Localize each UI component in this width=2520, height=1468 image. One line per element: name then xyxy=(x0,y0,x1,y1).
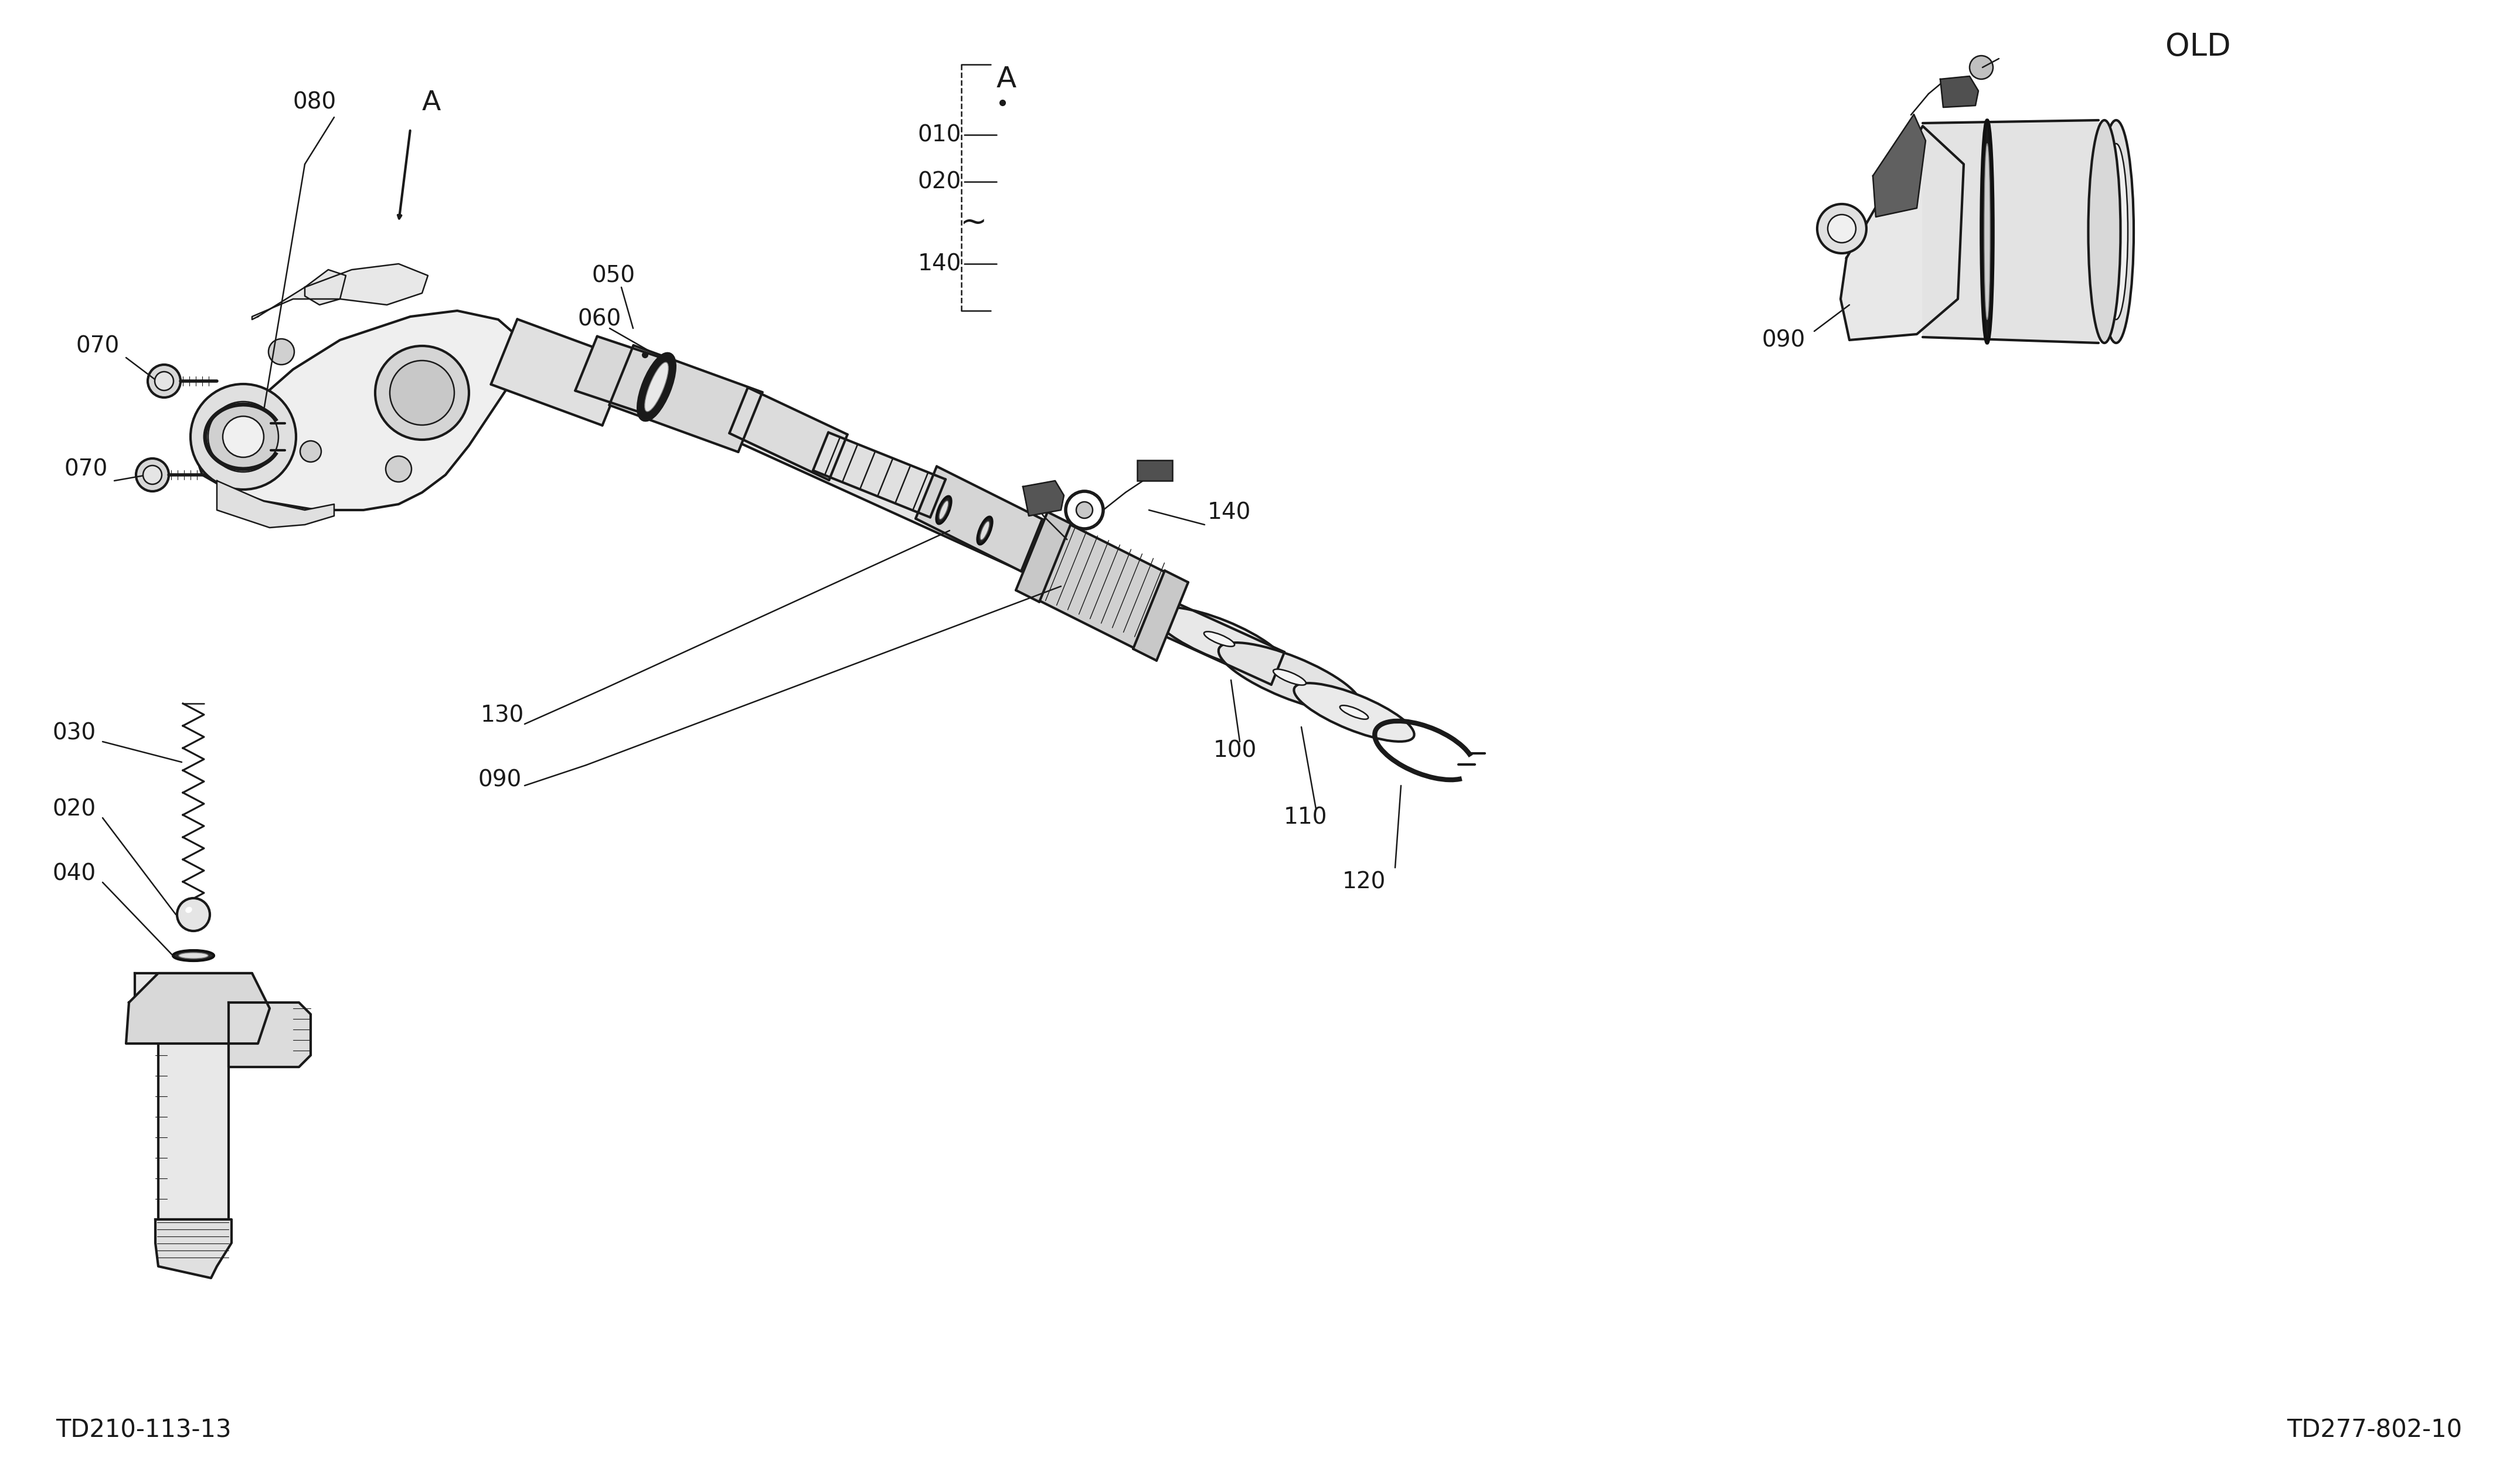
Ellipse shape xyxy=(1273,669,1305,686)
Text: 100: 100 xyxy=(1215,740,1257,762)
Circle shape xyxy=(1817,204,1867,254)
Circle shape xyxy=(1827,214,1855,242)
Ellipse shape xyxy=(179,953,209,959)
Ellipse shape xyxy=(978,517,993,545)
Circle shape xyxy=(300,440,320,462)
Polygon shape xyxy=(156,1220,232,1279)
Polygon shape xyxy=(1940,76,1978,107)
Ellipse shape xyxy=(645,363,668,411)
Circle shape xyxy=(209,402,277,471)
Circle shape xyxy=(154,371,174,390)
Polygon shape xyxy=(305,270,345,305)
Polygon shape xyxy=(199,311,522,509)
Circle shape xyxy=(136,458,169,492)
Text: 040: 040 xyxy=(53,862,96,885)
Text: 010: 010 xyxy=(917,123,960,145)
Polygon shape xyxy=(728,388,847,480)
Text: A: A xyxy=(995,65,1016,92)
Circle shape xyxy=(176,898,209,931)
Text: 130: 130 xyxy=(481,705,524,727)
Polygon shape xyxy=(229,1003,310,1067)
Circle shape xyxy=(386,457,411,482)
Ellipse shape xyxy=(186,907,192,913)
Ellipse shape xyxy=(1220,643,1361,712)
Polygon shape xyxy=(575,336,668,414)
Polygon shape xyxy=(1134,571,1187,661)
Ellipse shape xyxy=(1981,120,1993,344)
Bar xyxy=(1137,459,1172,480)
Ellipse shape xyxy=(174,950,214,962)
Polygon shape xyxy=(1028,518,1177,653)
Text: 120: 120 xyxy=(1343,871,1386,894)
Text: TD277-802-10: TD277-802-10 xyxy=(2286,1418,2462,1443)
Circle shape xyxy=(391,361,454,426)
Polygon shape xyxy=(252,264,428,320)
Text: 140: 140 xyxy=(917,252,960,275)
Text: A: A xyxy=(421,90,441,116)
Ellipse shape xyxy=(1341,706,1368,719)
Ellipse shape xyxy=(640,355,673,418)
Ellipse shape xyxy=(980,521,990,540)
Text: TD210-113-13: TD210-113-13 xyxy=(55,1418,232,1443)
Polygon shape xyxy=(1016,512,1071,602)
Ellipse shape xyxy=(1205,631,1235,646)
Polygon shape xyxy=(814,433,945,517)
Text: OLD: OLD xyxy=(2165,32,2230,62)
Polygon shape xyxy=(610,345,764,452)
Ellipse shape xyxy=(1154,608,1285,671)
Text: 070: 070 xyxy=(76,335,121,357)
Polygon shape xyxy=(1023,480,1063,515)
Polygon shape xyxy=(1872,115,1925,217)
Polygon shape xyxy=(627,358,1285,684)
Ellipse shape xyxy=(1983,144,1991,320)
Text: 110: 110 xyxy=(1283,807,1328,829)
Text: 090: 090 xyxy=(479,769,522,791)
Circle shape xyxy=(270,339,295,364)
Text: 060: 060 xyxy=(577,308,620,330)
Text: 080: 080 xyxy=(292,91,338,113)
Polygon shape xyxy=(915,467,1043,571)
Ellipse shape xyxy=(940,501,948,520)
Text: 050: 050 xyxy=(592,264,635,286)
Circle shape xyxy=(1076,502,1094,518)
Ellipse shape xyxy=(1293,683,1414,741)
Polygon shape xyxy=(217,480,335,527)
Polygon shape xyxy=(1840,126,1963,341)
Text: 070: 070 xyxy=(66,458,108,480)
Circle shape xyxy=(375,346,469,440)
Text: 090: 090 xyxy=(1761,329,1804,351)
Circle shape xyxy=(192,385,295,489)
Ellipse shape xyxy=(2104,144,2127,320)
Polygon shape xyxy=(136,973,252,1220)
Text: 020: 020 xyxy=(53,799,96,821)
Polygon shape xyxy=(491,319,627,426)
Polygon shape xyxy=(126,973,270,1044)
Circle shape xyxy=(149,364,181,398)
Text: 140: 140 xyxy=(1207,502,1250,524)
Circle shape xyxy=(222,417,265,458)
Ellipse shape xyxy=(937,496,950,524)
Ellipse shape xyxy=(2089,120,2119,344)
Ellipse shape xyxy=(2099,120,2134,344)
Polygon shape xyxy=(1923,120,2099,344)
Circle shape xyxy=(144,465,161,484)
Text: 020: 020 xyxy=(917,170,960,192)
Circle shape xyxy=(1971,56,1993,79)
Text: ~: ~ xyxy=(960,207,988,239)
Text: 030: 030 xyxy=(53,722,96,744)
